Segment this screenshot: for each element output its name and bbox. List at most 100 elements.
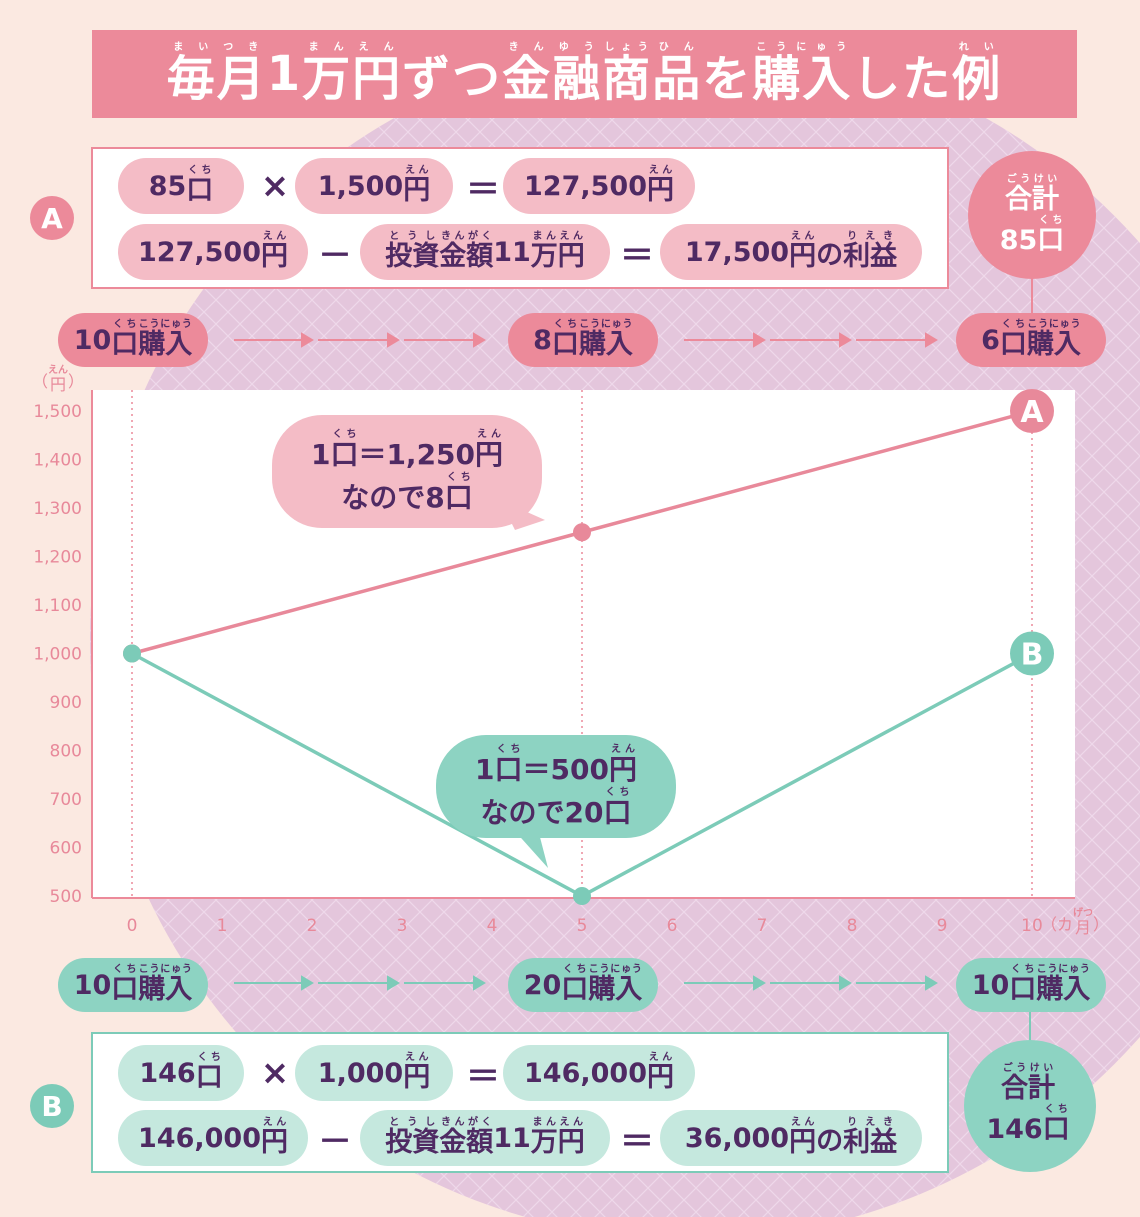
text: （ [31,372,48,391]
base-text: 利益 [843,1127,898,1158]
base-text: 口 [551,329,579,360]
legend-label: A [1020,395,1044,430]
reading: くち [999,319,1027,330]
ruby-text: 口くち [1037,215,1065,256]
reading: えん [608,744,637,756]
base-text: 円 [646,175,674,206]
ruby-text: 口くち [603,787,631,829]
base-text: 合計 [1001,1072,1055,1104]
ruby-text: 口くち [561,964,588,1006]
text: 11 [493,1122,531,1154]
text: （カ [1040,915,1073,934]
text: を [702,51,753,107]
base-text: 購入 [578,329,633,360]
base-text: 口 [1009,974,1037,1005]
panel-label: B [41,1089,63,1123]
ruby-text: 円えん [609,744,637,786]
reading: えん [48,365,68,376]
total-bubble-text: 合計ごうけい 146口くち [964,1040,1092,1168]
ruby-text: 購入こうにゅう [1036,964,1090,1006]
purchase-pill: 20 口くち 購入こうにゅう [508,958,658,1012]
ruby-text: 融ゆう [552,39,602,109]
total-line: 合計ごうけい [1005,174,1059,215]
y-tick-label: 800 [50,742,82,762]
y-tick-label: 500 [50,887,82,907]
total-line: 146口くち [986,1104,1069,1145]
base-text: 毎 [166,51,217,107]
text: 1,000 [317,1057,404,1089]
callout-line: なので8口くち [341,472,473,514]
ruby-text: 合計ごうけい [1001,1063,1055,1104]
ruby-text: 万円まんえん [531,1117,585,1159]
text: した [852,51,953,107]
ruby-text: 円えん [48,365,68,395]
callout-line: なので20口くち [481,787,632,829]
base-text: 万円 [530,1127,585,1158]
reading: くち [111,319,139,330]
base-text: 円 [789,241,817,272]
reading: くち [195,1052,223,1063]
base-text: 円 [48,375,68,394]
text: 20 [523,969,562,1001]
callout: 1口くち＝500円えん なので20口くち [436,735,676,838]
text: なので8 [341,480,445,514]
reading: まい [166,42,217,53]
operator: － [315,1110,355,1166]
reading: りえき [843,231,898,242]
formula-pill: 127,500 円えん [503,158,695,214]
base-text: 口 [1037,225,1065,256]
y-tick-label: 700 [50,790,82,810]
text: ＝1,250 [358,438,476,472]
text: 10 [73,969,112,1001]
callout-line: 1口くち＝1,250円えん [311,429,503,471]
text: × [260,1053,290,1093]
base-text: 購入 [752,51,853,107]
callout: 1口くち＝1,250円えん なので8口くち [272,415,542,528]
reading: えん [352,42,403,53]
text: の [816,1125,844,1157]
total-line: 合計ごうけい [1001,1063,1055,1104]
reading: とうし [385,231,440,242]
reading: ごうけい [1001,1062,1055,1074]
base-text: 月 [1073,918,1093,937]
ruby-text: 購入こうにゅう [1027,319,1081,361]
text: ＝ [466,1056,500,1097]
purchase-pill: 10 口くち 購入こうにゅう [956,958,1106,1012]
text: 1 [310,438,331,472]
reading: くち [330,429,359,441]
formula-pill: 146,000 円えん [118,1110,308,1166]
x-tick-label: 2 [307,916,318,936]
base-text: 例 [952,51,1003,107]
base-text: 口 [1042,1114,1070,1145]
y-tick-label: 1,100 [33,596,82,616]
panel-a-badge [30,196,74,240]
formula-pill: 投資とうし 金額きんがく 11 万円まんえん [360,224,610,280]
total-line: 85口くち [1000,215,1065,256]
x-tick-label: 0 [127,916,138,936]
reading: とうし [385,1117,440,1128]
ruby-text: 例れい [952,39,1002,109]
base-text: 金 [502,51,553,107]
reading: ひん [652,42,703,53]
reading: まんえん [530,1117,585,1128]
formula-pill: 36,000 円えんの利益りえき [660,1110,922,1166]
base-text: 口 [111,329,139,360]
x-tick-label: 10 [1021,916,1043,936]
operator: － [315,224,355,280]
purchase-pill: 10 口くち 購入こうにゅう [58,313,208,367]
base-text: 金額 [439,241,494,272]
reading: えん [789,1117,817,1128]
text: 127,500 [524,170,647,202]
reading: えん [260,231,288,242]
reading: りえき [843,1117,898,1128]
data-point [123,644,141,663]
base-text: 購入 [138,974,193,1005]
ruby-text: 毎まい [167,39,217,109]
ruby-text: 万まん [302,39,352,109]
text: の [816,239,844,271]
formula-pill: 146,000 円えん [503,1045,695,1101]
ruby-text: 購入こうにゅう [138,319,192,361]
reading: ゆう [552,42,603,53]
base-text: 口 [999,329,1027,360]
text: 10 [971,969,1010,1001]
